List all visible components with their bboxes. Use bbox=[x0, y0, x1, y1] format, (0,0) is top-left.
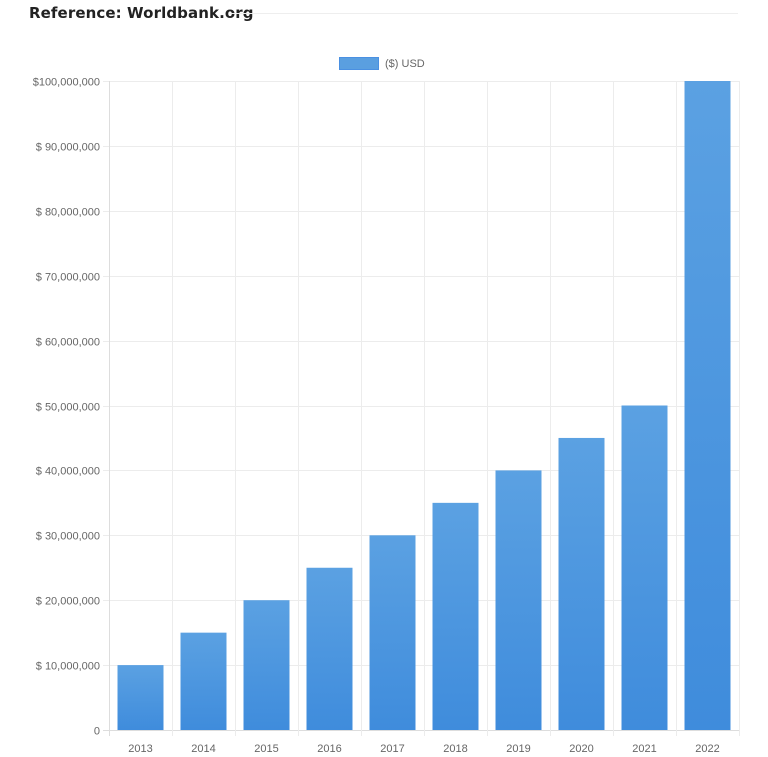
y-tick-label: $ 20,000,000 bbox=[36, 596, 100, 608]
bar-2013[interactable] bbox=[117, 665, 164, 730]
y-tick-label: $ 30,000,000 bbox=[36, 531, 100, 543]
x-tick-label: 2015 bbox=[254, 743, 278, 755]
y-tick-label: $100,000,000 bbox=[33, 77, 100, 89]
y-tick-label: $ 10,000,000 bbox=[36, 661, 100, 673]
y-tick-label: $ 50,000,000 bbox=[36, 402, 100, 414]
x-tick-label: 2018 bbox=[443, 743, 467, 755]
bar-2020[interactable] bbox=[558, 437, 605, 730]
x-axis: 2013 2014 2015 2016 2017 2018 2019 2020 2021 2022 bbox=[128, 743, 719, 755]
bar-2018[interactable] bbox=[432, 502, 479, 730]
y-tick-label: $ 80,000,000 bbox=[36, 207, 100, 219]
y-axis: 0 $ 10,000,000 $ 20,000,000 $ 30,000,000 $ 4… bbox=[33, 77, 100, 738]
y-tick-label: $ 60,000,000 bbox=[36, 337, 100, 349]
reference-title: Reference: Worldbank.org bbox=[29, 4, 254, 22]
bar-2017[interactable] bbox=[369, 535, 416, 730]
legend-swatch-usd bbox=[339, 57, 379, 70]
x-tick-label: 2017 bbox=[380, 743, 404, 755]
bar-2014[interactable] bbox=[180, 632, 227, 730]
bar-2019[interactable] bbox=[495, 470, 542, 730]
x-tick-label: 2022 bbox=[695, 743, 719, 755]
x-tick-label: 2013 bbox=[128, 743, 152, 755]
x-tick-label: 2020 bbox=[569, 743, 593, 755]
y-tick-label: $ 70,000,000 bbox=[36, 272, 100, 284]
title-divider bbox=[230, 13, 738, 14]
y-tick-label: 0 bbox=[94, 726, 100, 738]
legend-label-usd: ($) USD bbox=[385, 57, 425, 70]
x-tick-label: 2019 bbox=[506, 743, 530, 755]
x-tick-label: 2014 bbox=[191, 743, 215, 755]
y-tick-label: $ 40,000,000 bbox=[36, 466, 100, 478]
x-tick-label: 2016 bbox=[317, 743, 341, 755]
bar-2021[interactable] bbox=[621, 405, 668, 731]
y-tick-label: $ 90,000,000 bbox=[36, 142, 100, 154]
chart-bars bbox=[117, 81, 731, 731]
x-tick-label: 2021 bbox=[632, 743, 656, 755]
bar-2016[interactable] bbox=[306, 567, 353, 730]
chart-legend[interactable]: ($) USD bbox=[339, 57, 425, 70]
bar-2022[interactable] bbox=[684, 81, 731, 730]
bar-2015[interactable] bbox=[243, 600, 290, 730]
